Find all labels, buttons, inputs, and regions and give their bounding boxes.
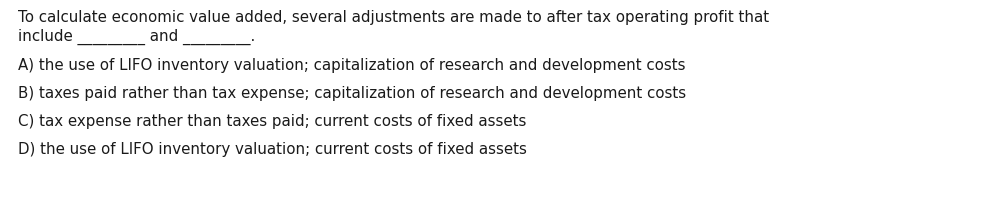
Text: include _________ and _________.: include _________ and _________. bbox=[18, 29, 256, 45]
Text: B) taxes paid rather than tax expense; capitalization of research and developmen: B) taxes paid rather than tax expense; c… bbox=[18, 86, 686, 101]
Text: A) the use of LIFO inventory valuation; capitalization of research and developme: A) the use of LIFO inventory valuation; … bbox=[18, 58, 686, 73]
Text: To calculate economic value added, several adjustments are made to after tax ope: To calculate economic value added, sever… bbox=[18, 10, 769, 25]
Text: C) tax expense rather than taxes paid; current costs of fixed assets: C) tax expense rather than taxes paid; c… bbox=[18, 114, 526, 129]
Text: D) the use of LIFO inventory valuation; current costs of fixed assets: D) the use of LIFO inventory valuation; … bbox=[18, 142, 527, 157]
